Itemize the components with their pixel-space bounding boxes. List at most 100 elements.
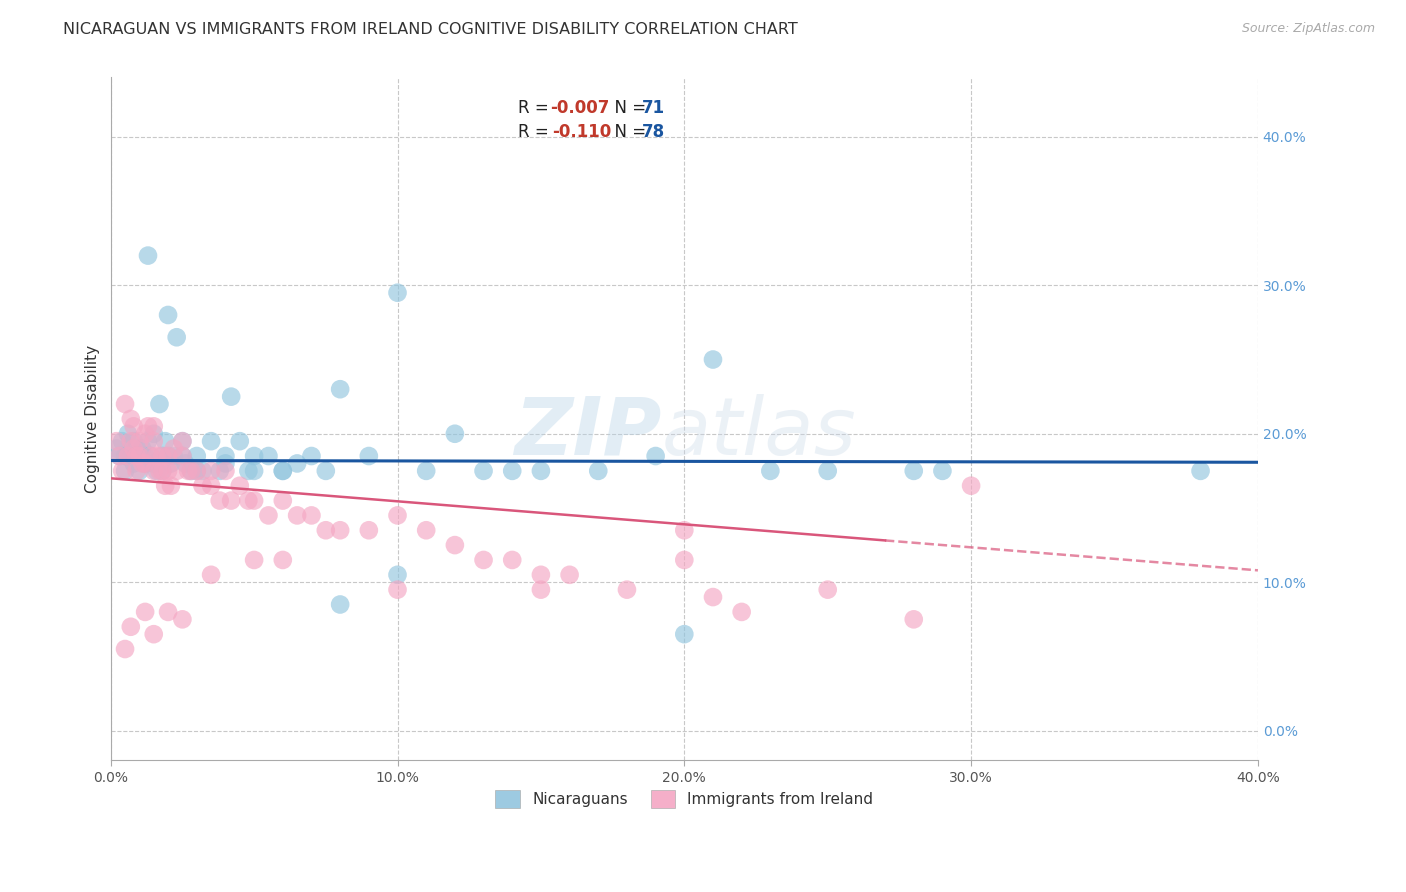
Point [301,449,323,463]
Point [114,642,136,657]
Point [817,582,839,597]
Point [530,567,553,582]
Point [131,442,153,456]
Point [673,627,696,641]
Point [444,538,467,552]
Text: -0.007: -0.007 [550,99,609,117]
Point [200,434,222,449]
Point [142,426,165,441]
Point [128,449,150,463]
Point [186,449,208,463]
Point [759,464,782,478]
Point [257,449,280,463]
Point [903,612,925,626]
Point [472,553,495,567]
Point [357,523,380,537]
Point [142,627,165,641]
Point [588,464,610,478]
Point [214,464,236,478]
Point [200,567,222,582]
Point [155,479,177,493]
Point [530,582,553,597]
Point [271,464,294,478]
Point [148,464,170,478]
Point [122,434,145,449]
Point [243,449,266,463]
Point [731,605,754,619]
Point [120,412,142,426]
Point [134,605,156,619]
Point [415,523,437,537]
Point [150,449,173,463]
Point [174,457,197,471]
Point [172,434,194,449]
Point [1189,464,1212,478]
Point [128,464,150,478]
Point [145,449,167,463]
Point [157,605,180,619]
Point [214,457,236,471]
Point [387,508,409,523]
Point [229,479,252,493]
Point [644,449,666,463]
Point [208,464,231,478]
Point [243,553,266,567]
Point [142,464,165,478]
Point [357,449,380,463]
Text: Source: ZipAtlas.com: Source: ZipAtlas.com [1241,22,1375,36]
Point [111,464,134,478]
Point [150,464,173,478]
Point [219,390,242,404]
Point [186,464,208,478]
Point [155,434,177,449]
Point [200,464,222,478]
Text: -0.110: -0.110 [553,123,612,141]
Point [219,493,242,508]
Point [960,479,983,493]
Point [134,457,156,471]
Point [122,457,145,471]
Point [148,397,170,411]
Point [157,449,180,463]
Point [186,464,208,478]
Point [160,479,183,493]
Point [163,449,186,463]
Point [177,464,200,478]
Point [125,464,148,478]
Point [128,434,150,449]
Point [301,508,323,523]
Point [120,449,142,463]
Point [122,419,145,434]
Point [108,449,131,463]
Point [285,508,308,523]
Point [136,419,159,434]
Text: R =: R = [517,99,554,117]
Point [315,464,337,478]
Point [903,464,925,478]
Point [271,464,294,478]
Point [166,464,188,478]
Point [387,567,409,582]
Point [157,308,180,322]
Point [128,449,150,463]
Text: R =: R = [517,123,560,141]
Point [191,479,214,493]
Point [243,464,266,478]
Point [114,449,136,463]
Point [315,523,337,537]
Point [125,449,148,463]
Point [172,449,194,463]
Y-axis label: Cognitive Disability: Cognitive Disability [86,345,100,493]
Point [558,567,581,582]
Point [702,590,724,604]
Text: N =: N = [605,123,651,141]
Point [125,442,148,456]
Point [817,464,839,478]
Text: ZIP: ZIP [515,393,661,472]
Point [108,449,131,463]
Point [191,464,214,478]
Point [157,449,180,463]
Point [142,434,165,449]
Point [238,464,260,478]
Point [111,434,134,449]
